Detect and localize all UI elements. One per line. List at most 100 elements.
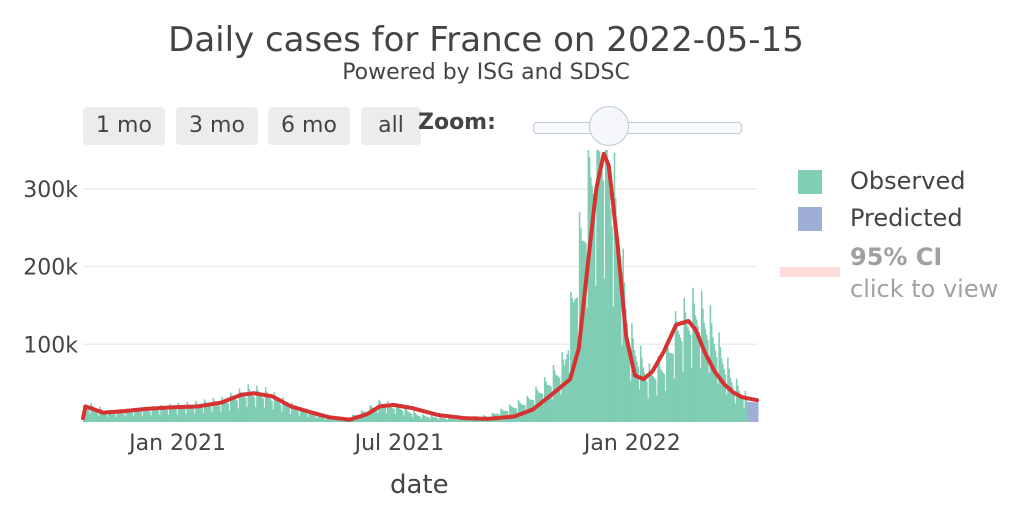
observed-bar [631,323,633,422]
observed-bar [342,420,344,422]
observed-bar [744,390,747,422]
observed-bar [406,411,409,422]
observed-bar [732,386,734,422]
zoom-slider-handle[interactable] [589,106,629,146]
observed-bar [373,407,375,422]
observed-bar [461,418,464,422]
observed-bar [438,419,440,422]
observed-bar [546,384,548,422]
observed-bar [666,341,668,422]
observed-bar [596,150,598,422]
observed-bar [228,410,231,422]
observed-bar [258,394,261,422]
observed-bar [191,407,193,422]
observed-bar [257,390,259,422]
observed-bar [588,157,591,422]
observed-bar [607,171,610,422]
observed-bar [693,303,696,422]
predicted-bar [753,402,755,422]
legend-observed-swatch[interactable] [798,170,822,194]
observed-bar [109,411,111,422]
observed-bar [541,393,544,422]
x-axis-label: date [390,470,449,500]
observed-bar [125,408,127,422]
observed-bar [712,337,714,422]
observed-bar [110,412,112,422]
observed-bar [134,407,136,422]
range-button-1-month[interactable]: 1 mo [83,107,165,145]
observed-bar [563,364,566,422]
observed-bar [183,408,186,422]
observed-bar [734,403,737,422]
observed-bar [743,408,745,422]
observed-bar [674,311,677,422]
observed-bar [550,386,552,422]
observed-bar [177,403,180,422]
y-tick-label: 300k [23,178,78,203]
predicted-bar [748,401,750,422]
observed-bar [377,413,379,422]
observed-bar [710,323,713,422]
legend-observed-label[interactable]: Observed [850,167,966,195]
observed-bar [609,208,612,422]
observed-bar [294,409,297,422]
observed-bar [598,151,601,422]
observed-bar [329,418,332,422]
range-button-all[interactable]: all [361,107,421,145]
observed-bar [210,406,212,422]
observed-bar [577,341,580,422]
observed-bar [141,415,144,422]
observed-bar [440,417,443,422]
observed-bar [154,409,156,422]
legend-predicted-label[interactable]: Predicted [850,204,963,232]
observed-bar [197,405,200,422]
observed-bar [127,411,130,422]
observed-bar [510,405,512,422]
observed-bar [664,391,667,422]
observed-bar [426,416,429,422]
observed-bar [430,415,433,422]
observed-bar [404,406,406,422]
observed-bar [157,410,160,422]
observed-bar [263,407,266,422]
observed-bar [656,395,658,422]
observed-bar [86,408,89,422]
legend-ci-hint[interactable]: click to view [850,275,999,303]
observed-bar [85,408,88,422]
legend-ci-swatch[interactable] [780,267,840,277]
observed-bar [623,282,626,422]
observed-bar [540,393,542,422]
range-button-3-months[interactable]: 3 mo [176,107,258,145]
observed-bar [639,345,642,422]
zoom-slider-track[interactable] [533,122,742,134]
observed-bar [553,370,556,422]
observed-bar [370,406,373,422]
observed-bar [112,413,115,422]
observed-bar [203,399,206,422]
legend-ci-label[interactable]: 95% CI [850,243,943,271]
observed-bar [535,386,537,422]
observed-bar [259,395,262,422]
observed-bar [239,392,242,422]
smoothed-trend-line [81,151,759,422]
observed-bar [262,398,264,422]
legend-predicted-swatch[interactable] [798,207,822,231]
observed-bar [296,410,298,422]
observed-bar [619,288,622,422]
observed-bar [243,396,246,422]
observed-bar [399,408,401,422]
observed-bar [276,399,278,422]
observed-bar [320,416,323,422]
range-button-6-months[interactable]: 6 mo [268,107,350,145]
observed-bar [396,405,399,422]
observed-bar [168,403,171,422]
observed-bar [200,406,202,422]
observed-bar [651,374,653,422]
observed-bar [375,408,378,422]
observed-bar [163,409,166,422]
observed-bar [526,395,529,422]
observed-bar [634,355,637,422]
observed-bar [451,418,454,422]
observed-bar [325,416,328,422]
observed-bar [455,420,458,422]
